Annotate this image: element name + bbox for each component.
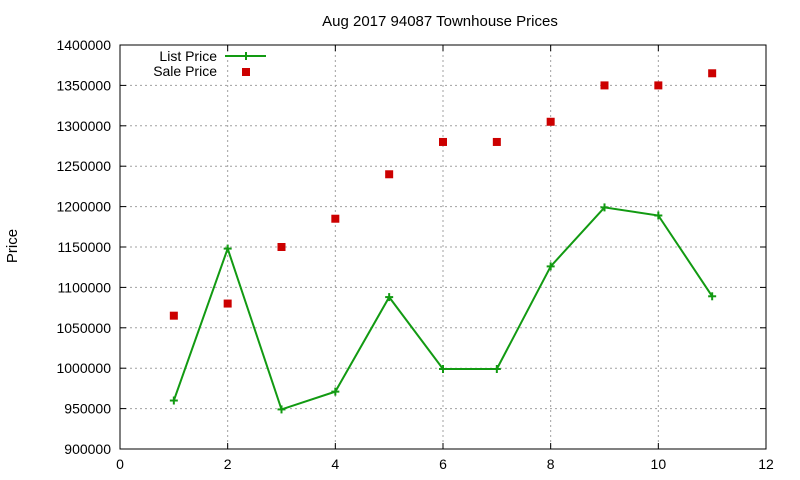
sale-price-point	[492, 137, 501, 146]
list-price-point	[654, 211, 663, 220]
y-tick-label: 1300000	[56, 118, 111, 134]
legend-marker-sale-price	[242, 68, 250, 76]
y-tick-label: 1100000	[58, 279, 112, 295]
data-series	[169, 69, 717, 414]
y-tick-label: 1400000	[56, 37, 111, 53]
sale-price-point	[654, 81, 663, 90]
legend-label-list-price: List Price	[159, 48, 217, 64]
sale-price-point	[331, 214, 340, 223]
list-price-point	[439, 365, 447, 374]
list-price-point	[546, 262, 555, 271]
y-tick-label: 950000	[64, 401, 111, 417]
list-price-point	[277, 405, 286, 414]
y-tick-label: 1150000	[58, 239, 112, 255]
x-tick-label: 10	[651, 456, 667, 472]
list-price-point	[223, 244, 232, 253]
list-price-line	[172, 206, 713, 411]
list-price-point	[492, 365, 501, 374]
x-tick-label: 2	[224, 456, 232, 472]
sale-price-point	[546, 117, 555, 126]
x-tick-label: 6	[439, 456, 447, 472]
list-price-point	[708, 292, 717, 301]
y-tick-label: 900000	[64, 441, 111, 457]
y-tick-label: 1000000	[56, 360, 111, 376]
sale-price-point	[600, 81, 609, 90]
chart-title: Aug 2017 94087 Townhouse Prices	[322, 13, 558, 30]
list-price-point	[169, 396, 178, 405]
x-tick-label: 8	[547, 456, 555, 472]
grid-lines	[120, 45, 766, 449]
sale-price-point	[277, 243, 286, 251]
x-tick-label: 12	[758, 456, 774, 472]
sale-price-point	[439, 137, 447, 146]
sale-price-point	[223, 299, 232, 308]
list-price-point	[331, 387, 340, 396]
list-price-point	[600, 203, 609, 212]
y-tick-label: 1250000	[56, 158, 111, 174]
list-price-point	[385, 293, 394, 302]
x-tick-label: 0	[116, 456, 124, 472]
y-axis-label: Price	[4, 229, 21, 263]
axis-ticks: 0 2 4 6 8 10 12 900000 950000 1000000 1050000 11000…	[56, 37, 774, 472]
sale-price-point	[385, 170, 394, 179]
y-tick-label: 1350000	[56, 77, 111, 93]
sale-price-point	[708, 69, 717, 78]
y-tick-label: 1200000	[56, 199, 111, 215]
x-tick-label: 4	[331, 456, 339, 472]
sale-price-point	[169, 311, 178, 320]
y-tick-label: 1050000	[56, 320, 111, 336]
legend-label-sale-price: Sale Price	[153, 63, 217, 79]
